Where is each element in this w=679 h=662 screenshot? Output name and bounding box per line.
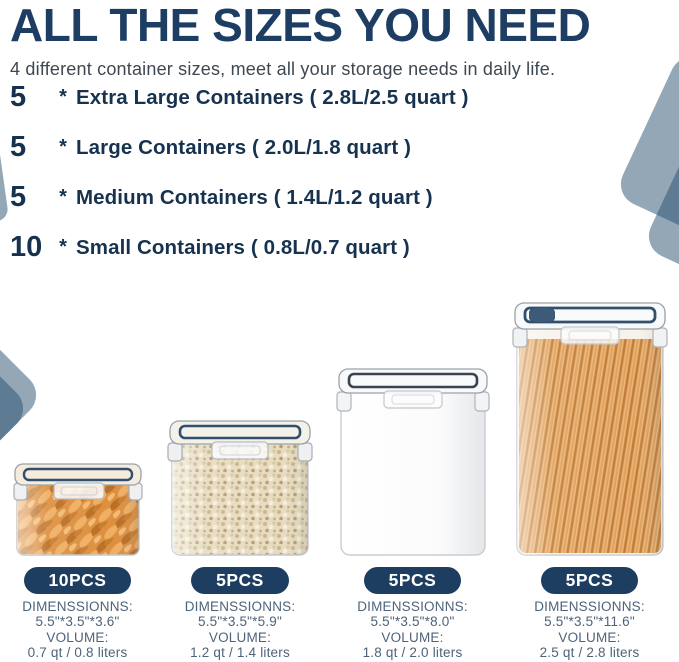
- size-label: Small Containers ( 0.8L/0.7 quart ): [76, 235, 410, 259]
- container-photo-small-fusilli: [12, 463, 143, 556]
- product-info: DIMENSSIONNS: 5.5"*3.5"*3.6" VOLUME: 0.7…: [22, 599, 133, 660]
- size-row-large: 5 * Large Containers ( 2.0L/1.8 quart ): [10, 131, 469, 163]
- size-count: 5: [10, 131, 27, 163]
- product-info: DIMENSSIONNS: 5.5"*3.5"*5.9" VOLUME: 1.2…: [185, 599, 296, 660]
- dimensions-label: DIMENSSIONNS:: [357, 599, 468, 615]
- size-row-extra-large: 5 * Extra Large Containers ( 2.8L/2.5 qu…: [10, 81, 469, 113]
- size-label: Extra Large Containers ( 2.8L/2.5 quart …: [76, 85, 469, 109]
- size-count: 5: [10, 81, 27, 113]
- dimensions-label: DIMENSSIONNS:: [534, 599, 645, 615]
- dimensions-label: DIMENSSIONNS:: [22, 599, 133, 615]
- container-photo-medium-oats: [167, 420, 313, 556]
- size-label: Large Containers ( 2.0L/1.8 quart ): [76, 135, 411, 159]
- size-row-medium: 5 * Medium Containers ( 1.4L/1.2 quart ): [10, 181, 469, 213]
- dimensions-value: 5.5"*3.5"*11.6": [544, 614, 635, 630]
- volume-value: 1.2 qt / 1.4 liters: [190, 644, 290, 660]
- volume-label: VOLUME:: [46, 629, 109, 645]
- container-photo-large-flour: [335, 368, 490, 556]
- dimensions-value: 5.5"*3.5"*5.9": [198, 614, 282, 630]
- dimensions-value: 5.5"*3.5"*3.6": [35, 614, 120, 630]
- asterisk-separator: *: [59, 136, 67, 158]
- product-card-medium: 5PCS DIMENSSIONNS: 5.5"*3.5"*5.9" VOLUME…: [155, 293, 325, 662]
- volume-label: VOLUME:: [381, 629, 444, 645]
- asterisk-separator: *: [59, 86, 67, 108]
- page-title: ALL THE SIZES YOU NEED: [10, 0, 591, 51]
- size-label: Medium Containers ( 1.4L/1.2 quart ): [76, 185, 433, 209]
- product-card-small: 10PCS DIMENSSIONNS: 5.5"*3.5"*3.6" VOLUM…: [0, 293, 155, 662]
- pcs-badge: 5PCS: [540, 567, 639, 595]
- product-info: DIMENSSIONNS: 5.5"*3.5"*8.0" VOLUME: 1.8…: [357, 599, 468, 660]
- size-row-small: 10 * Small Containers ( 0.8L/0.7 quart ): [10, 231, 469, 263]
- product-card-large: 5PCS DIMENSSIONNS: 5.5"*3.5"*8.0" VOLUME…: [325, 293, 500, 662]
- volume-label: VOLUME:: [208, 629, 272, 645]
- decor-rect-left-sliver: [0, 142, 10, 228]
- product-card-extra-large: 5PCS DIMENSSIONNS: 5.5"*3.5"*11.6" VOLUM…: [500, 293, 679, 662]
- volume-value: 2.5 qt / 2.8 liters: [539, 644, 640, 660]
- volume-value: 1.8 qt / 2.0 liters: [362, 644, 463, 660]
- container-photo-extra-large-spaghetti: [511, 302, 668, 556]
- pcs-badge: 10PCS: [23, 567, 132, 595]
- volume-value: 0.7 qt / 0.8 liters: [27, 644, 128, 660]
- dimensions-label: DIMENSSIONNS:: [184, 599, 296, 615]
- asterisk-separator: *: [59, 186, 67, 208]
- size-list: 5 * Extra Large Containers ( 2.8L/2.5 qu…: [10, 81, 469, 284]
- asterisk-separator: *: [59, 236, 67, 258]
- page-subtitle: 4 different container sizes, meet all yo…: [10, 58, 556, 79]
- volume-label: VOLUME:: [558, 629, 621, 645]
- pcs-badge: 5PCS: [191, 567, 289, 595]
- size-count: 5: [10, 181, 27, 213]
- product-row: 10PCS DIMENSSIONNS: 5.5"*3.5"*3.6" VOLUM…: [0, 295, 679, 662]
- product-info: DIMENSSIONNS: 5.5"*3.5"*11.6" VOLUME: 2.…: [534, 599, 645, 660]
- dimensions-value: 5.5"*3.5"*8.0": [370, 614, 455, 630]
- size-count: 10: [10, 231, 43, 263]
- pcs-badge: 5PCS: [363, 567, 462, 595]
- header: ALL THE SIZES YOU NEED 4 different conta…: [10, 0, 679, 80]
